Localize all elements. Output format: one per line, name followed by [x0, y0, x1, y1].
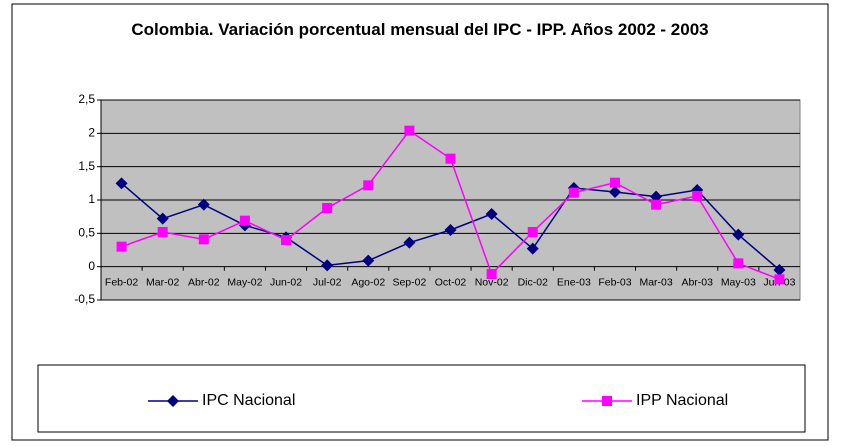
data-point [444, 224, 457, 236]
y-tick-label: 2,5 [78, 92, 95, 106]
y-tick-label: 0 [88, 259, 95, 273]
chart-border [11, 3, 829, 441]
x-tick-label: Feb-02 [105, 276, 138, 288]
x-tick-label: Abr-02 [188, 276, 220, 288]
data-point [527, 227, 538, 237]
data-point [733, 258, 744, 269]
data-point [321, 259, 334, 272]
x-tick-label: Sep-02 [392, 276, 426, 288]
data-point [157, 227, 168, 237]
data-point [116, 241, 127, 252]
y-tick-label: -0,5 [74, 292, 95, 306]
data-point [403, 236, 416, 249]
data-point [363, 180, 374, 191]
x-tick-label: Jul-02 [313, 276, 342, 288]
x-tick-label: Ene-03 [557, 276, 591, 288]
y-tick-label: 2 [88, 126, 95, 140]
data-point [692, 191, 703, 201]
data-point [115, 177, 128, 190]
legend-label: IPC Nacional [202, 392, 295, 409]
x-tick-label: May-02 [227, 276, 262, 288]
chart-title: Colombia. Variación porcentual mensual d… [131, 20, 709, 39]
data-point [651, 199, 662, 210]
data-point [156, 212, 169, 225]
data-point [404, 125, 415, 136]
x-tick-label: Dic-02 [518, 276, 549, 288]
x-tick-label: May-03 [721, 276, 756, 288]
legend [37, 364, 806, 433]
legend-label: IPP Nacional [636, 392, 728, 409]
data-point [732, 228, 745, 241]
x-tick-label: Ago-02 [351, 276, 385, 288]
legend-marker [167, 395, 179, 407]
legend-marker [602, 396, 612, 406]
data-point [526, 242, 539, 255]
data-point [239, 215, 250, 226]
x-tick-label: Nov-02 [475, 276, 509, 288]
y-tick-label: 1 [88, 192, 95, 206]
data-point [774, 274, 785, 285]
data-point [486, 269, 497, 279]
y-tick-label: 0,5 [78, 226, 95, 240]
data-point [445, 153, 456, 164]
x-tick-label: Jun-02 [270, 276, 302, 288]
data-point [485, 208, 498, 220]
x-tick-label: Feb-03 [598, 276, 631, 288]
x-tick-label: Mar-02 [146, 276, 179, 288]
data-point [198, 234, 209, 245]
data-point [322, 203, 333, 213]
x-tick-label: Abr-03 [681, 276, 713, 288]
data-point [773, 264, 786, 276]
data-point [197, 198, 210, 211]
data-point [609, 177, 620, 188]
y-tick-label: 1,5 [78, 159, 95, 173]
data-point [362, 254, 375, 267]
data-point [281, 235, 292, 245]
data-point [568, 187, 579, 198]
x-tick-label: Mar-03 [639, 276, 672, 288]
x-tick-label: Oct-02 [435, 276, 467, 288]
data-point [608, 186, 621, 198]
